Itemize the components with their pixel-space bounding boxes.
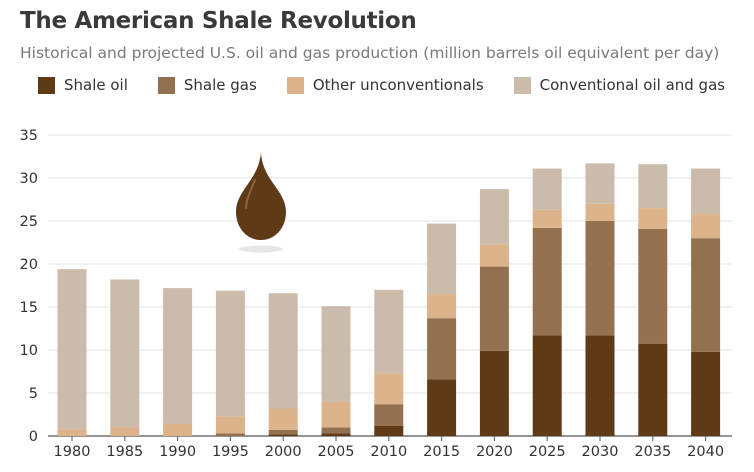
legend-swatch-shale-gas [157,76,175,94]
bar-2025-shale-oil [532,335,562,436]
bar-2030-conventional [585,163,615,204]
legend-label-shale-oil: Shale oil [64,76,128,94]
bar-2025-conventional [532,168,562,210]
x-tick-label-2030: 2030 [582,444,619,460]
x-tick-label-2020: 2020 [476,444,513,460]
bar-2025-other-unconventionals [532,209,562,228]
legend-item-shale-oil: Shale oil [38,76,128,94]
y-tick-label-15: 15 [20,300,38,316]
y-tick-label-25: 25 [20,214,38,230]
chart-title: The American Shale Revolution [20,8,417,34]
x-tick-label-1990: 1990 [159,444,196,460]
x-tick-label-2025: 2025 [529,444,566,460]
bar-2005-other-unconventionals [321,401,351,428]
bar-1995-other-unconventionals [215,416,245,434]
chart-subtitle: Historical and projected U.S. oil and ga… [20,44,720,62]
bar-2005-conventional [321,306,351,402]
bar-2040-shale-oil [691,351,721,436]
x-tick-label-2015: 2015 [423,444,460,460]
bar-2030-other-unconventionals [585,203,615,221]
bar-2015-shale-oil [427,379,457,436]
bar-2005-shale-gas [321,427,351,434]
legend-swatch-conventional [513,76,531,94]
bar-2040-conventional [691,168,721,215]
y-tick-label-10: 10 [20,343,38,359]
x-tick-label-1985: 1985 [106,444,143,460]
bar-2035-shale-oil [638,343,668,436]
legend-item-other-unconventionals: Other unconventionals [286,76,484,94]
bar-1995-conventional [215,290,245,417]
legend: Shale oil Shale gas Other unconventional… [38,76,725,94]
y-tick-label-35: 35 [20,128,38,144]
bar-2020-shale-oil [479,350,509,436]
oil-drop-highlight-icon [245,179,256,209]
bar-2015-shale-gas [427,318,457,380]
bar-2015-conventional [427,223,457,295]
oil-drop-shadow [239,245,283,253]
bar-2010-shale-gas [374,404,404,426]
x-tick-label-2000: 2000 [265,444,302,460]
bar-2025-shale-gas [532,227,562,336]
bar-2010-other-unconventionals [374,373,404,405]
legend-label-other-unconventionals: Other unconventionals [312,76,484,94]
bar-2020-conventional [479,189,509,245]
bar-2040-other-unconventionals [691,214,721,239]
bar-2000-shale-gas [268,429,298,435]
bar-1980-conventional [57,269,87,430]
bar-2040-shale-gas [691,238,721,352]
bar-1995-shale-gas [215,433,245,436]
bar-2000-shale-oil [268,434,298,436]
bar-1990-other-unconventionals [163,423,193,436]
legend-item-conventional: Conventional oil and gas [513,76,726,94]
bar-2020-shale-gas [479,266,509,351]
y-tick-label-30: 30 [20,171,38,187]
bar-2020-other-unconventionals [479,244,509,267]
x-tick-label-1995: 1995 [212,444,249,460]
bar-2000-conventional [268,293,298,409]
bar-1990-conventional [163,288,193,424]
legend-item-shale-gas: Shale gas [157,76,257,94]
bar-2030-shale-oil [585,335,615,436]
y-tick-label-20: 20 [20,257,38,273]
x-tick-label-2040: 2040 [687,444,724,460]
legend-label-conventional: Conventional oil and gas [539,76,726,94]
x-tick-label-1980: 1980 [54,444,91,460]
x-tick-label-2005: 2005 [318,444,355,460]
bar-2010-shale-oil [374,425,404,436]
bar-2030-shale-gas [585,221,615,336]
bar-2015-other-unconventionals [427,294,457,319]
oil-drop-icon [236,152,286,240]
bar-1980-other-unconventionals [57,429,87,436]
legend-label-shale-gas: Shale gas [183,76,257,94]
bar-2010-conventional [374,289,404,374]
bar-2035-conventional [638,164,668,209]
bar-1985-other-unconventionals [110,427,140,436]
legend-swatch-shale-oil [38,76,55,94]
bar-2000-other-unconventionals [268,408,298,430]
bar-2035-other-unconventionals [638,208,668,229]
x-tick-label-2010: 2010 [370,444,407,460]
bar-2005-shale-oil [321,433,351,436]
y-tick-label-0: 0 [29,429,38,445]
x-tick-label-2035: 2035 [634,444,671,460]
bar-2035-shale-gas [638,228,668,344]
legend-swatch-other-unconventionals [286,76,304,94]
bar-1985-conventional [110,279,140,428]
y-tick-label-5: 5 [29,386,38,402]
